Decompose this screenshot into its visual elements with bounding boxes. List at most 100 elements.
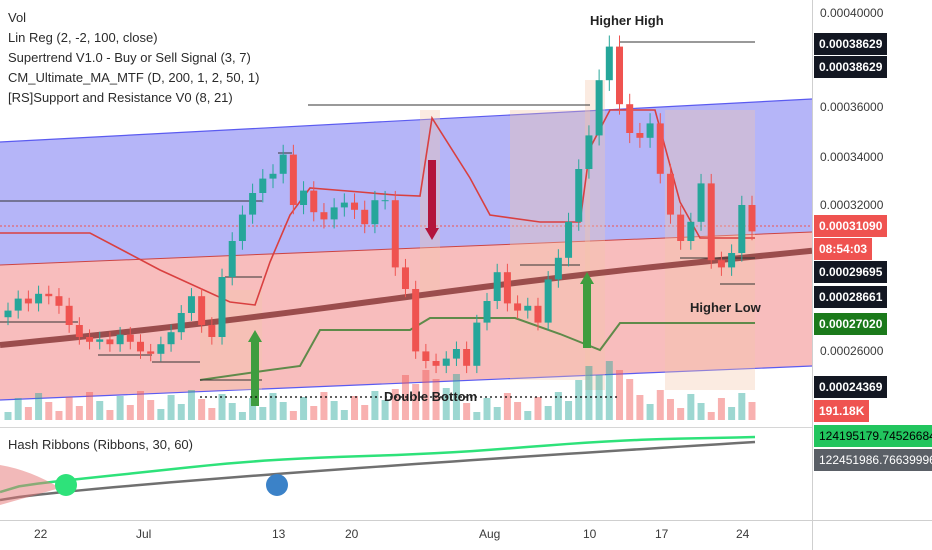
legend-sr[interactable]: [RS]Support and Resistance V0 (8, 21)	[8, 90, 233, 105]
candle-body	[636, 133, 644, 138]
volume-bar	[147, 400, 155, 420]
volume-bar	[45, 402, 53, 420]
candle-body	[24, 298, 32, 304]
volume-bar	[565, 401, 573, 420]
volume-bar	[14, 398, 22, 420]
legend-vol[interactable]: Vol	[8, 10, 27, 25]
price-tag: 08:54:03	[814, 238, 873, 260]
candle-body	[167, 332, 175, 345]
volume-bar	[687, 394, 695, 420]
candle-body	[289, 154, 297, 205]
pane-separator[interactable]	[0, 427, 812, 428]
price-tick: 0.00036000	[820, 100, 884, 114]
volume-bar	[585, 366, 593, 420]
volume-bar	[422, 370, 430, 420]
candle-body	[412, 289, 420, 352]
indicator-legend: Vol Lin Reg (2, -2, 100, close) Supertre…	[8, 8, 259, 108]
price-tag: 0.00031090	[814, 215, 888, 237]
volume-bar	[514, 402, 522, 420]
candle-body	[554, 257, 562, 280]
volume-bar	[208, 408, 216, 420]
candle-body	[177, 313, 185, 333]
hash-buy-dot	[55, 474, 77, 496]
candle-body	[14, 298, 22, 311]
buy-arrow-2	[583, 282, 591, 348]
candle-body	[116, 334, 124, 345]
candle-body	[4, 310, 12, 318]
candle-body	[717, 260, 725, 268]
volume-bar	[473, 412, 481, 420]
candle-body	[707, 183, 715, 261]
annotation-double-bottom: Double Bottom	[384, 389, 477, 404]
candle-body	[187, 296, 195, 313]
candle-body	[96, 339, 104, 342]
volume-bar	[707, 412, 715, 420]
volume-bar	[595, 375, 603, 420]
volume-bar	[442, 388, 450, 420]
price-tick: 0.00034000	[820, 150, 884, 164]
volume-bar	[371, 391, 379, 420]
candle-body	[157, 344, 165, 354]
candle-body	[351, 202, 359, 210]
volume-bar	[116, 396, 124, 420]
time-tick: 13	[272, 527, 286, 541]
price-tick: 0.00040000	[820, 6, 884, 20]
volume-bar	[269, 393, 277, 420]
legend-cm-ma[interactable]: CM_Ultimate_MA_MTF (D, 200, 1, 2, 50, 1)	[8, 70, 260, 85]
price-tick: 0.00032000	[820, 198, 884, 212]
hash-ribbons-legend[interactable]: Hash Ribbons (Ribbons, 30, 60)	[8, 437, 193, 452]
hash-value-tag: 124195179.74526684	[814, 425, 932, 447]
candle-body	[422, 351, 430, 361]
candle-body	[452, 349, 460, 359]
candle-body	[300, 190, 308, 205]
volume-bar	[238, 412, 246, 420]
candle-body	[45, 293, 53, 297]
volume-bar	[544, 406, 552, 420]
candle-body	[320, 212, 328, 220]
time-tick: 10	[583, 527, 597, 541]
price-tag: 0.00027020	[814, 313, 888, 335]
volume-bar	[636, 395, 644, 420]
candle-body	[605, 46, 613, 81]
channel-mid-line	[0, 231, 813, 266]
volume-bar	[728, 407, 736, 420]
volume-bar	[351, 396, 359, 420]
volume-bar	[381, 400, 389, 420]
price-tag: 0.00029695	[814, 261, 888, 283]
volume-bar	[249, 398, 257, 420]
volume-bar	[96, 401, 104, 420]
volume-bar	[167, 395, 175, 420]
candle-body	[503, 272, 511, 304]
volume-bar	[666, 399, 674, 420]
volume-bar	[259, 407, 267, 420]
volume-bar	[616, 370, 624, 420]
volume-bar	[65, 397, 73, 420]
legend-supertrend[interactable]: Supertrend V1.0 - Buy or Sell Signal (3,…	[8, 50, 251, 65]
regression-channel-upper	[0, 99, 812, 265]
channel-bottom-line	[0, 365, 813, 401]
volume-bar	[575, 380, 583, 420]
candle-body	[483, 301, 491, 323]
time-axis-border	[0, 520, 932, 521]
hash-value-tag: 122451986.76639996	[814, 449, 932, 471]
candle-body	[310, 190, 318, 213]
candle-body	[381, 200, 389, 202]
volume-bar	[524, 411, 532, 420]
candle-body	[249, 193, 257, 215]
candle-body	[126, 334, 134, 342]
candle-body	[218, 277, 226, 337]
volume-bar	[330, 401, 338, 420]
sr-zone-2	[510, 110, 590, 380]
price-tag: 0.00038629	[814, 56, 888, 78]
candle-body	[728, 253, 736, 268]
candle-body	[65, 305, 73, 325]
legend-linreg[interactable]: Lin Reg (2, -2, 100, close)	[8, 30, 158, 45]
time-tick: 17	[655, 527, 669, 541]
hash-ribbon-slow	[0, 440, 756, 502]
sell-arrow-head	[425, 228, 439, 240]
candle-body	[534, 305, 542, 323]
candle-body	[208, 325, 216, 337]
volume-bar	[228, 403, 236, 420]
hash-signal-dot	[266, 474, 288, 496]
